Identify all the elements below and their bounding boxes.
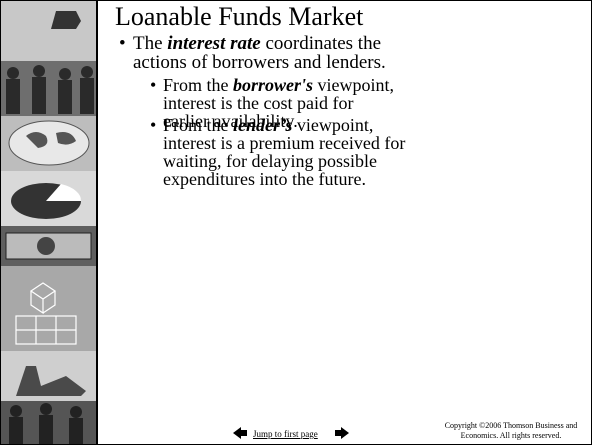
handshake <box>16 366 86 396</box>
emphasis: lender’s <box>233 115 293 135</box>
slide-title: Loanable Funds Market <box>115 2 364 31</box>
emphasis: borrower's <box>233 75 314 95</box>
text: viewpoint, interest is a premium receive… <box>163 115 406 189</box>
first-page-link[interactable]: Jump to first page <box>253 429 318 439</box>
sub-bullet: • From the lender’s viewpoint, interest i… <box>150 115 406 189</box>
panel <box>1 1 96 61</box>
bullet: • The interest rate coordinates the actio… <box>119 33 386 73</box>
crowd <box>9 403 83 444</box>
crowd <box>6 65 94 114</box>
bull-icon <box>51 11 81 29</box>
text: The <box>133 33 168 54</box>
cubes <box>15 282 77 345</box>
text: coordinates the actions of borrowers and… <box>133 33 386 73</box>
next-arrow <box>335 427 349 439</box>
text: From the <box>163 115 233 135</box>
sub-bullet: • From the borrower's viewpoint, interest… <box>150 75 395 131</box>
panel <box>1 266 96 351</box>
image-strip <box>1 1 98 444</box>
text: From the <box>163 75 233 95</box>
continents <box>26 132 76 148</box>
pie-slice <box>46 184 82 201</box>
text: viewpoint, interest is the cost paid for… <box>163 75 395 131</box>
emphasis: interest rate <box>167 33 261 54</box>
prev-arrow <box>233 427 247 439</box>
portrait <box>37 237 55 255</box>
copyright: Copyright ©2006 Thomson Business and Eco… <box>444 421 578 440</box>
globe <box>8 120 90 166</box>
